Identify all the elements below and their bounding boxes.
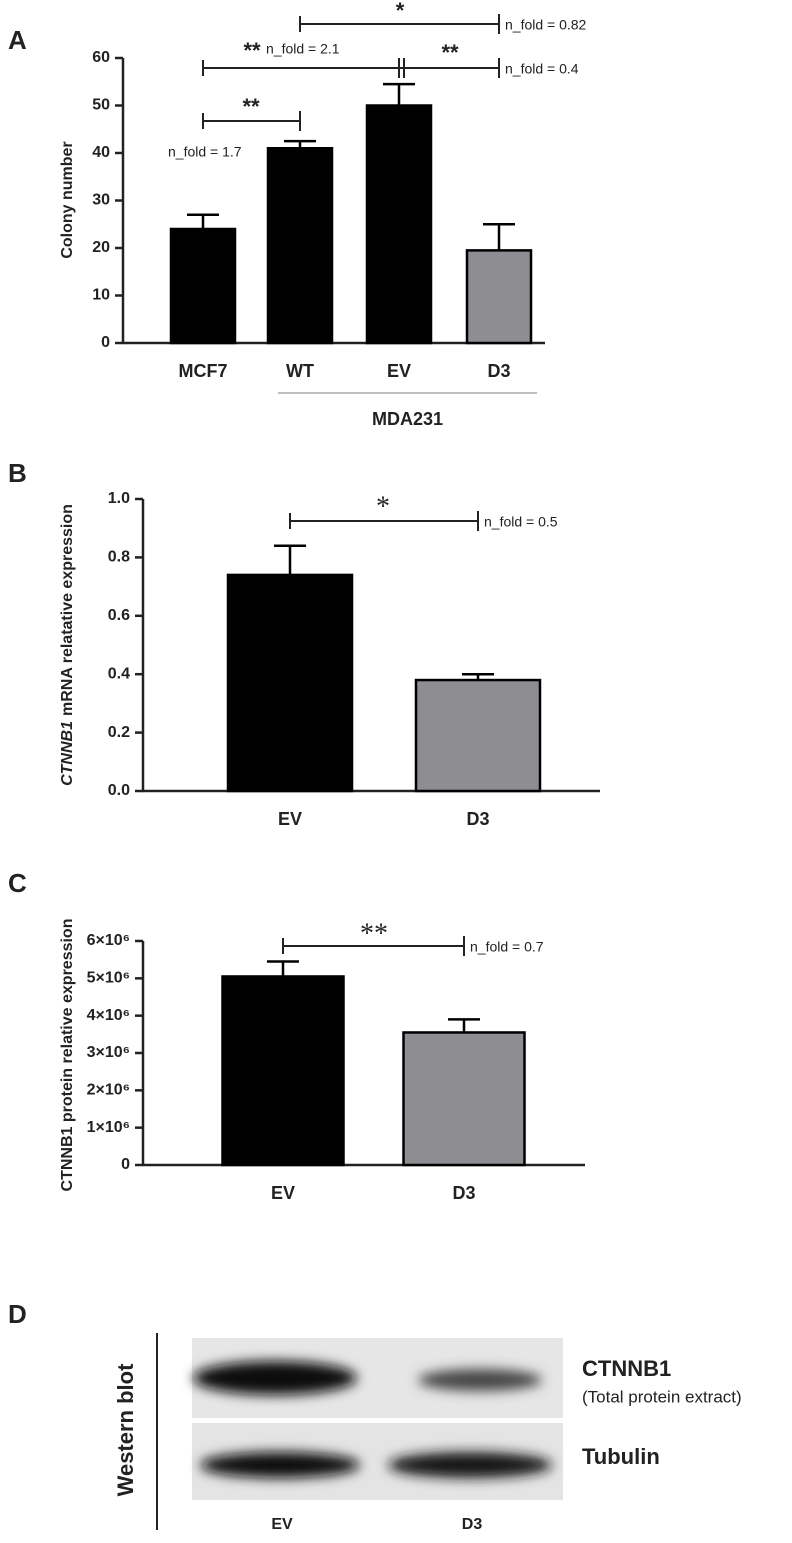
lane-label: EV xyxy=(271,1516,293,1533)
x-tick-label: EV xyxy=(278,809,302,829)
significance-bracket: ** n_fold = 0.4 xyxy=(398,40,579,78)
bar xyxy=(414,678,542,793)
band-note: (Total protein extract) xyxy=(582,1387,742,1406)
panel-letter: C xyxy=(8,868,27,898)
y-tick-label: 1×10⁶ xyxy=(87,1119,130,1136)
y-tick-label: 20 xyxy=(92,239,110,256)
x-tick-label: D3 xyxy=(487,361,510,381)
y-tick-label: 40 xyxy=(92,144,110,161)
y-tick-label: 1.0 xyxy=(108,490,130,507)
significance-stars: ** xyxy=(360,918,388,949)
band-label: Tubulin xyxy=(582,1444,660,1469)
y-tick-label: 5×10⁶ xyxy=(87,970,130,987)
y-tick-label: 10 xyxy=(92,287,110,304)
panel-letter: D xyxy=(8,1299,27,1329)
significance-stars: ** xyxy=(441,40,459,65)
lane-label: D3 xyxy=(462,1516,483,1533)
significance-bracket: ** n_fold = 0.7 xyxy=(282,918,544,956)
y-tick-label: 0.4 xyxy=(108,665,130,682)
y-tick-label: 0.8 xyxy=(108,549,130,566)
significance-stars: * xyxy=(396,0,405,23)
y-axis-label: CTNNB1 protein relative expression xyxy=(59,919,76,1192)
bar xyxy=(365,104,433,345)
panel-letter: A xyxy=(8,25,27,55)
significance-bracket: * n_fold = 0.82 xyxy=(299,0,587,34)
x-tick-label: EV xyxy=(387,361,411,381)
y-tick-label: 0 xyxy=(101,334,110,351)
fold-change-note: n_fold = 2.1 xyxy=(266,41,340,57)
fold-change-note: n_fold = 0.82 xyxy=(505,17,587,33)
fold-change-note: n_fold = 0.7 xyxy=(470,939,544,955)
significance-bracket: ** n_fold = 1.7 xyxy=(168,94,301,160)
y-tick-label: 6×10⁶ xyxy=(87,932,130,949)
panel-letter: B xyxy=(8,458,27,488)
significance-stars: * xyxy=(376,491,390,522)
y-tick-label: 50 xyxy=(92,97,110,114)
y-tick-label: 0 xyxy=(121,1156,130,1173)
bar xyxy=(221,975,345,1167)
y-tick-label: 0.0 xyxy=(108,782,130,799)
y-tick-label: 2×10⁶ xyxy=(87,1082,130,1099)
y-axis-label: CTNNB1 mRNA relatative expression xyxy=(59,504,76,786)
x-tick-label: EV xyxy=(271,1183,295,1203)
fold-change-note: n_fold = 0.5 xyxy=(484,514,558,530)
x-tick-label: D3 xyxy=(466,809,489,829)
significance-stars: ** xyxy=(242,94,260,119)
x-tick-label: WT xyxy=(286,361,314,381)
y-axis-label-part: mRNA relatative expression xyxy=(59,504,76,716)
y-tick-label: 0.2 xyxy=(108,724,130,741)
significance-stars: ** xyxy=(243,38,261,63)
x-tick-label: MCF7 xyxy=(179,361,228,381)
y-tick-label: 4×10⁶ xyxy=(87,1007,130,1024)
fold-change-note: n_fold = 1.7 xyxy=(168,144,242,160)
y-tick-label: 0.6 xyxy=(108,607,130,624)
y-tick-label: 3×10⁶ xyxy=(87,1044,130,1061)
x-tick-label: D3 xyxy=(452,1183,475,1203)
bar xyxy=(402,1031,526,1167)
y-tick-label: 60 xyxy=(92,49,110,66)
fold-change-note: n_fold = 0.4 xyxy=(505,61,579,77)
y-axis-label-part: CTNNB1 xyxy=(59,721,76,786)
significance-bracket: ** n_fold = 2.1 xyxy=(202,38,405,78)
blot-label: Western blot xyxy=(113,1363,138,1497)
bar xyxy=(226,573,354,793)
group-label: MDA231 xyxy=(372,409,443,429)
blot-image xyxy=(192,1338,563,1500)
bar xyxy=(266,147,334,345)
bar xyxy=(465,249,533,345)
y-tick-label: 30 xyxy=(92,192,110,209)
bar xyxy=(169,227,237,345)
significance-bracket: * n_fold = 0.5 xyxy=(289,491,558,531)
y-axis-label: Colony number xyxy=(59,141,76,258)
band-label: CTNNB1 xyxy=(582,1356,671,1381)
